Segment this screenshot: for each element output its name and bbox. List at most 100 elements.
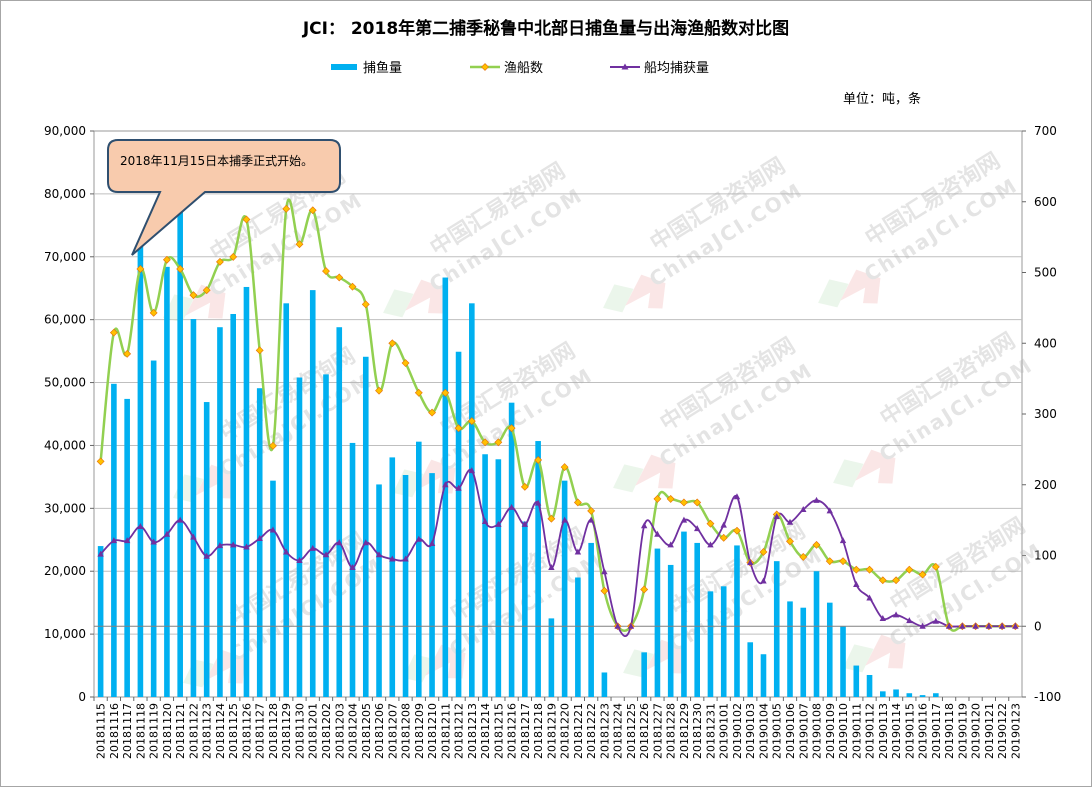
x-tick-label: 20181206 bbox=[373, 703, 386, 759]
point-avg bbox=[123, 537, 131, 544]
point-avg bbox=[309, 544, 316, 551]
point-avg bbox=[680, 516, 688, 523]
x-tick-label: 20190103 bbox=[744, 703, 757, 759]
x-tick-label: 20190120 bbox=[970, 703, 983, 759]
x-tick-label: 20190122 bbox=[996, 703, 1009, 759]
point-boats bbox=[573, 498, 582, 507]
x-tick-label: 20181210 bbox=[426, 703, 439, 759]
point-avg bbox=[574, 548, 582, 555]
point-boats bbox=[149, 308, 158, 317]
x-tick-label: 20190101 bbox=[718, 703, 731, 759]
point-avg bbox=[906, 617, 913, 624]
point-avg bbox=[163, 530, 171, 537]
point-avg bbox=[442, 481, 449, 488]
point-boats bbox=[242, 215, 251, 224]
bar-catch bbox=[203, 402, 210, 697]
point-avg bbox=[601, 568, 608, 575]
point-avg bbox=[283, 548, 290, 555]
point-avg bbox=[176, 516, 184, 523]
legend-label-avg: 船均捕获量 bbox=[644, 61, 710, 76]
point-boats bbox=[269, 441, 277, 450]
point-avg bbox=[389, 555, 396, 562]
x-tick-label: 20181202 bbox=[320, 703, 333, 759]
watermark-logo-shape bbox=[613, 464, 644, 493]
x-tick-label: 20181201 bbox=[307, 703, 320, 759]
point-boats bbox=[799, 552, 808, 561]
bar-catch bbox=[190, 319, 197, 697]
y-left-tick-label: 90,000 bbox=[44, 124, 86, 138]
point-boats bbox=[189, 291, 198, 300]
y-right-tick-label: 600 bbox=[1034, 195, 1057, 209]
point-avg bbox=[985, 622, 993, 629]
point-avg bbox=[296, 556, 303, 563]
point-avg bbox=[919, 622, 926, 629]
bar-catch bbox=[747, 642, 754, 697]
x-tick-label: 20181220 bbox=[559, 703, 572, 759]
watermark-logo-shape bbox=[405, 279, 446, 314]
point-avg bbox=[707, 541, 714, 548]
bar-catch bbox=[217, 327, 223, 697]
bar-catch bbox=[362, 356, 369, 697]
bar-catch bbox=[455, 351, 462, 697]
bar-catch bbox=[919, 695, 926, 697]
watermark-logo-shape bbox=[383, 289, 414, 318]
y-left-tick-label: 40,000 bbox=[44, 438, 86, 452]
bar-catch bbox=[164, 266, 170, 697]
y-right-tick-label: -100 bbox=[1034, 690, 1061, 704]
point-avg bbox=[640, 522, 648, 529]
x-tick-label: 20181209 bbox=[413, 703, 426, 759]
x-tick-label: 20190111 bbox=[850, 703, 863, 759]
y-left-tick-label: 80,000 bbox=[44, 187, 86, 201]
bar-catch bbox=[840, 626, 846, 697]
point-boats bbox=[375, 386, 383, 395]
point-boats bbox=[786, 537, 794, 546]
point-boats bbox=[136, 265, 145, 273]
point-avg bbox=[269, 526, 277, 533]
y-right-tick-label: 500 bbox=[1034, 266, 1057, 280]
point-avg bbox=[800, 506, 807, 513]
y-right-tick-label: 700 bbox=[1034, 124, 1057, 138]
point-boats bbox=[428, 408, 436, 417]
x-tick-label: 20181126 bbox=[240, 703, 253, 759]
bar-catch bbox=[760, 654, 767, 697]
legend-swatch-boats bbox=[470, 62, 500, 71]
point-boats bbox=[441, 388, 450, 397]
x-tick-label: 20181217 bbox=[519, 703, 532, 759]
y-right-tick-label: 0 bbox=[1034, 619, 1042, 633]
point-avg bbox=[322, 551, 330, 558]
point-boats bbox=[640, 585, 649, 594]
point-avg bbox=[495, 520, 502, 527]
bar-catch bbox=[323, 374, 329, 697]
point-boats bbox=[534, 456, 543, 464]
point-avg bbox=[1012, 622, 1019, 629]
point-avg bbox=[203, 552, 210, 559]
x-tick-label: 20181204 bbox=[347, 703, 360, 759]
bar-catch bbox=[150, 360, 157, 697]
point-boats bbox=[812, 540, 821, 549]
bar-catch bbox=[813, 571, 820, 697]
chart-title: JCI： 2018年第二捕季秘鲁中北部日捕鱼量与出海渔船数对比图 bbox=[302, 19, 790, 39]
bar-catch bbox=[376, 484, 382, 697]
x-tick-label: 20181221 bbox=[572, 703, 585, 759]
point-boats bbox=[123, 349, 132, 358]
x-tick-label: 20181219 bbox=[545, 703, 558, 759]
point-boats bbox=[348, 282, 357, 291]
point-boats bbox=[481, 438, 490, 447]
x-tick-label: 20181222 bbox=[585, 703, 598, 759]
point-boats bbox=[308, 206, 317, 215]
point-boats bbox=[560, 463, 569, 471]
bar-catch bbox=[906, 693, 913, 697]
bar-catch bbox=[97, 546, 104, 697]
point-avg bbox=[945, 622, 953, 629]
point-avg bbox=[627, 622, 635, 629]
y-left-tick-label: 0 bbox=[78, 690, 86, 704]
point-avg bbox=[866, 594, 873, 601]
x-tick-label: 20190114 bbox=[890, 703, 903, 759]
point-boats bbox=[733, 526, 741, 535]
point-avg bbox=[97, 550, 104, 557]
point-boats bbox=[706, 519, 715, 528]
bar-catch bbox=[243, 286, 250, 697]
y-left-tick-label: 20,000 bbox=[44, 564, 86, 578]
point-boats bbox=[202, 286, 211, 295]
legend-swatch-catch bbox=[331, 63, 357, 70]
